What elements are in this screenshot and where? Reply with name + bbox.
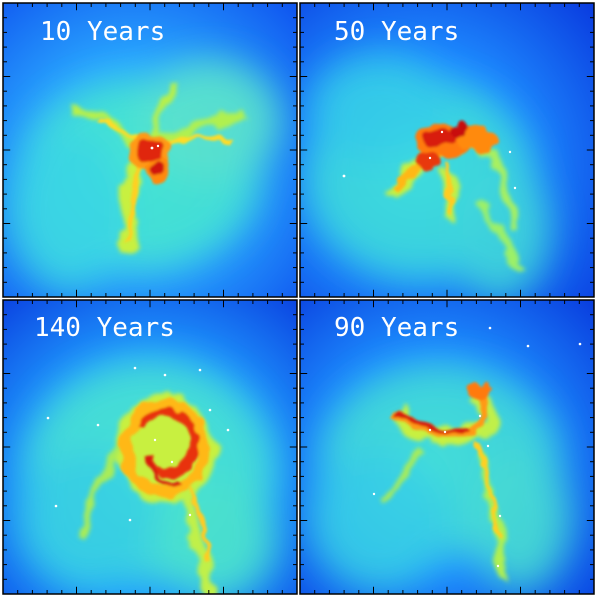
star-particle (428, 156, 432, 160)
panel-label-10-years: 10 Years (40, 17, 165, 47)
panel-label-50-years: 50 Years (334, 17, 459, 47)
star-particle (198, 368, 202, 372)
star-particle (486, 444, 490, 448)
star-particle (54, 504, 58, 508)
star-particle (188, 513, 192, 517)
star-particle (96, 423, 100, 427)
panel-label-90-years: 90 Years (334, 313, 459, 343)
star-particle (488, 326, 492, 330)
star-particle (156, 144, 160, 148)
star-particle (526, 344, 530, 348)
star-particle (578, 342, 582, 346)
star-particle (508, 150, 512, 154)
star-particle (208, 408, 212, 412)
star-particle (153, 438, 157, 442)
star-particle (496, 564, 500, 568)
panel-ticks (3, 3, 594, 594)
star-particle (226, 428, 230, 432)
star-particle (163, 373, 167, 377)
star-particle (443, 430, 447, 434)
star-particle (440, 130, 444, 134)
panel-label-140-years: 140 Years (34, 313, 175, 343)
star-particle (46, 416, 50, 420)
star-particle (170, 460, 174, 464)
star-particle (498, 514, 502, 518)
star-particle (513, 186, 517, 190)
star-particle (150, 146, 154, 150)
panel-140-years: 140 Years (3, 300, 297, 594)
panel-10-years: 10 Years (3, 3, 297, 297)
panel-90-years: 90 Years (300, 300, 594, 594)
star-particle (342, 174, 346, 178)
star-particle (128, 518, 132, 522)
star-particle (133, 366, 137, 370)
star-particle (372, 492, 376, 496)
star-particle (478, 414, 482, 418)
star-particle (428, 428, 432, 432)
panel-50-years: 50 Years (300, 3, 594, 297)
